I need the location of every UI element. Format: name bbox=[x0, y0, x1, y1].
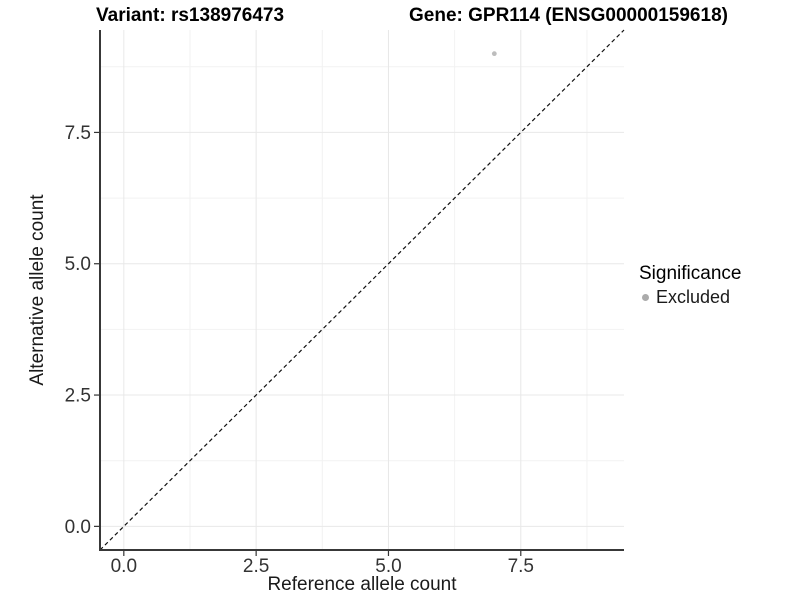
x-tick-label: 2.5 bbox=[243, 556, 269, 577]
x-axis-title: Reference allele count bbox=[267, 574, 457, 595]
x-tick-label: 5.0 bbox=[375, 556, 401, 577]
y-axis-title: Alternative allele count bbox=[27, 194, 48, 386]
legend-item-excluded: Excluded bbox=[637, 287, 741, 308]
legend: Significance Excluded bbox=[637, 263, 741, 308]
legend-item-label: Excluded bbox=[656, 287, 731, 307]
legend-title: Significance bbox=[639, 263, 742, 284]
x-tick-label: 0.0 bbox=[111, 556, 137, 577]
identity-dashed-line bbox=[99, 29, 625, 551]
data-point bbox=[491, 51, 497, 57]
y-tick-label: 5.0 bbox=[65, 254, 91, 275]
y-tick-label: 7.5 bbox=[65, 123, 91, 144]
plot-title-variant: Variant: rs138976473 bbox=[96, 5, 285, 26]
x-tick-label: 7.5 bbox=[508, 556, 534, 577]
y-tick-label: 2.5 bbox=[65, 386, 91, 407]
plot-title-gene: Gene: GPR114 (ENSG00000159618) bbox=[409, 5, 728, 26]
excluded-point-icon bbox=[642, 294, 649, 301]
y-tick-label: 0.0 bbox=[65, 517, 91, 538]
